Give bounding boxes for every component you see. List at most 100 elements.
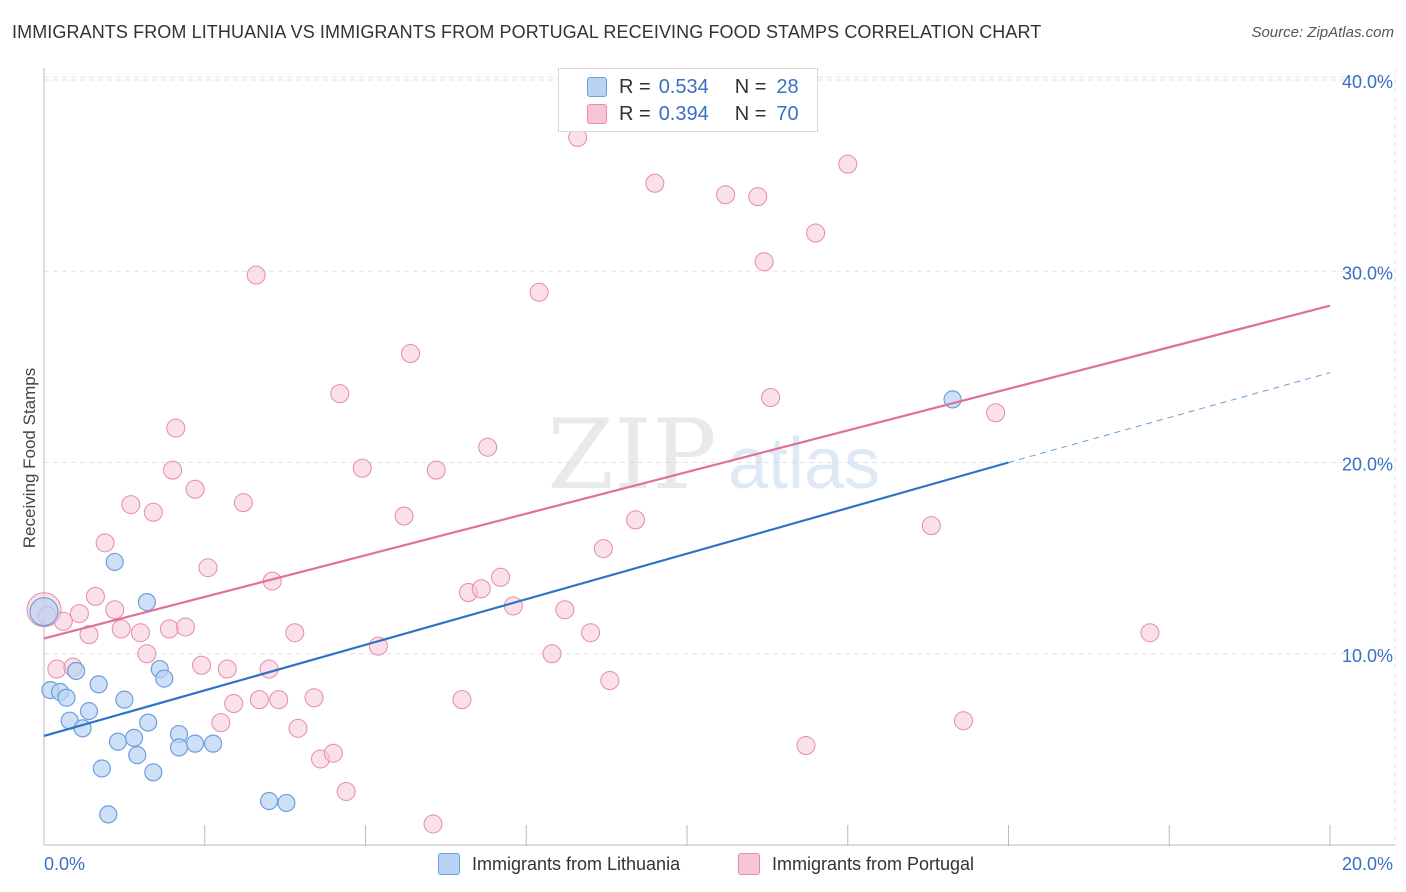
legend-r-label: R =	[619, 75, 651, 98]
point-portugal	[503, 596, 523, 616]
point-portugal	[593, 539, 613, 559]
point-portugal	[130, 623, 150, 643]
point-portugal	[143, 502, 163, 522]
point-lithuania	[92, 759, 111, 778]
point-portugal	[166, 418, 186, 438]
point-portugal	[211, 713, 231, 733]
point-portugal	[600, 671, 620, 691]
point-portugal	[163, 460, 183, 480]
point-portugal	[224, 693, 244, 713]
bottom-legend-label-lithuania: Immigrants from Lithuania	[472, 853, 681, 874]
x-tick-label-min: 0.0%	[44, 854, 85, 874]
bottom-swatch-portugal	[738, 853, 760, 875]
point-portugal	[478, 437, 498, 457]
legend-swatch-portugal	[587, 104, 607, 124]
bottom-legend-label-portugal: Immigrants from Portugal	[772, 853, 975, 874]
bottom-swatch-lithuania	[438, 853, 460, 875]
point-portugal	[806, 223, 826, 243]
point-portugal	[423, 814, 443, 834]
point-lithuania	[67, 661, 86, 681]
point-portugal	[1140, 623, 1160, 643]
point-portugal	[542, 644, 562, 664]
point-portugal	[233, 493, 253, 513]
point-portugal	[288, 718, 308, 738]
point-portugal	[111, 619, 131, 639]
point-lithuania	[259, 791, 279, 811]
point-portugal	[796, 736, 816, 756]
point-portugal	[529, 282, 549, 302]
point-portugal	[217, 659, 237, 679]
point-lithuania	[144, 763, 163, 782]
point-portugal	[79, 625, 99, 645]
bottom-legend-portugal: Immigrants from Portugal	[738, 850, 974, 878]
point-portugal	[198, 558, 218, 578]
point-portugal	[159, 619, 179, 639]
point-portugal	[259, 659, 279, 679]
point-portugal	[95, 533, 115, 553]
point-lithuania	[115, 690, 134, 709]
point-portugal	[471, 579, 491, 599]
point-portugal	[285, 623, 305, 643]
legend-n-value-portugal: 70	[776, 102, 799, 125]
source-credit: Source: ZipAtlas.com	[1251, 24, 1394, 41]
point-portugal	[748, 187, 768, 207]
point-lithuania	[79, 702, 99, 721]
tick-labels: 10.0% 20.0% 30.0% 40.0% 0.0% 20.0%	[44, 72, 1393, 874]
x-tick-label-max: 20.0%	[1342, 854, 1393, 874]
trend-line-portugal	[43, 304, 1331, 640]
legend-r-label: R =	[619, 102, 651, 125]
legend-n-value-lithuania: 28	[776, 75, 799, 98]
point-lithuania	[99, 805, 118, 824]
point-portugal	[192, 655, 212, 675]
point-portugal	[304, 688, 324, 708]
point-lithuania	[128, 746, 147, 765]
point-lithuania	[155, 669, 174, 688]
point-lithuania	[277, 793, 296, 813]
legend-row-lithuania: R = 0.534 N = 28	[587, 75, 799, 99]
correlation-legend: R = 0.534 N = 28 R = 0.394 N = 70	[558, 68, 818, 132]
point-portugal	[105, 600, 125, 620]
legend-swatch-lithuania	[587, 77, 607, 97]
point-portugal	[352, 458, 372, 478]
legend-n-label: N =	[734, 102, 767, 125]
point-portugal	[761, 387, 781, 407]
point-lithuania	[137, 593, 156, 612]
point-lithuania	[108, 732, 128, 751]
point-lithuania	[89, 675, 108, 694]
point-portugal	[121, 495, 141, 515]
point-portugal	[754, 252, 774, 272]
point-portugal	[394, 506, 414, 526]
point-lithuania	[139, 713, 158, 732]
point-portugal	[323, 743, 343, 763]
point-portugal	[249, 690, 269, 710]
trend-line-lithuania	[43, 461, 1009, 738]
point-portugal	[555, 600, 575, 620]
point-portugal	[921, 516, 941, 536]
point-portugal	[581, 623, 601, 643]
point-lithuania	[29, 597, 59, 627]
legend-row-portugal: R = 0.394 N = 70	[587, 102, 799, 126]
point-portugal	[491, 567, 511, 587]
watermark-zip: ZIP	[547, 399, 716, 511]
y-tick-label: 10.0%	[1342, 646, 1393, 666]
point-portugal	[401, 343, 421, 363]
point-portugal	[269, 690, 289, 710]
trend-line-lithuania-extension	[1008, 372, 1331, 463]
point-lithuania	[186, 734, 205, 753]
point-portugal	[645, 173, 665, 193]
point-lithuania	[105, 552, 124, 572]
point-portugal	[330, 384, 350, 404]
point-lithuania	[57, 688, 76, 707]
point-portugal	[185, 479, 205, 499]
y-tick-label: 40.0%	[1342, 72, 1393, 92]
point-portugal	[716, 185, 736, 205]
legend-r-value-portugal: 0.394	[658, 102, 709, 125]
trend-lines	[43, 304, 1331, 738]
point-portugal	[85, 586, 105, 606]
point-portugal	[336, 781, 356, 801]
y-tick-label: 30.0%	[1342, 263, 1393, 283]
point-portugal	[986, 403, 1006, 423]
point-portugal	[452, 690, 472, 710]
point-portugal	[953, 711, 973, 731]
